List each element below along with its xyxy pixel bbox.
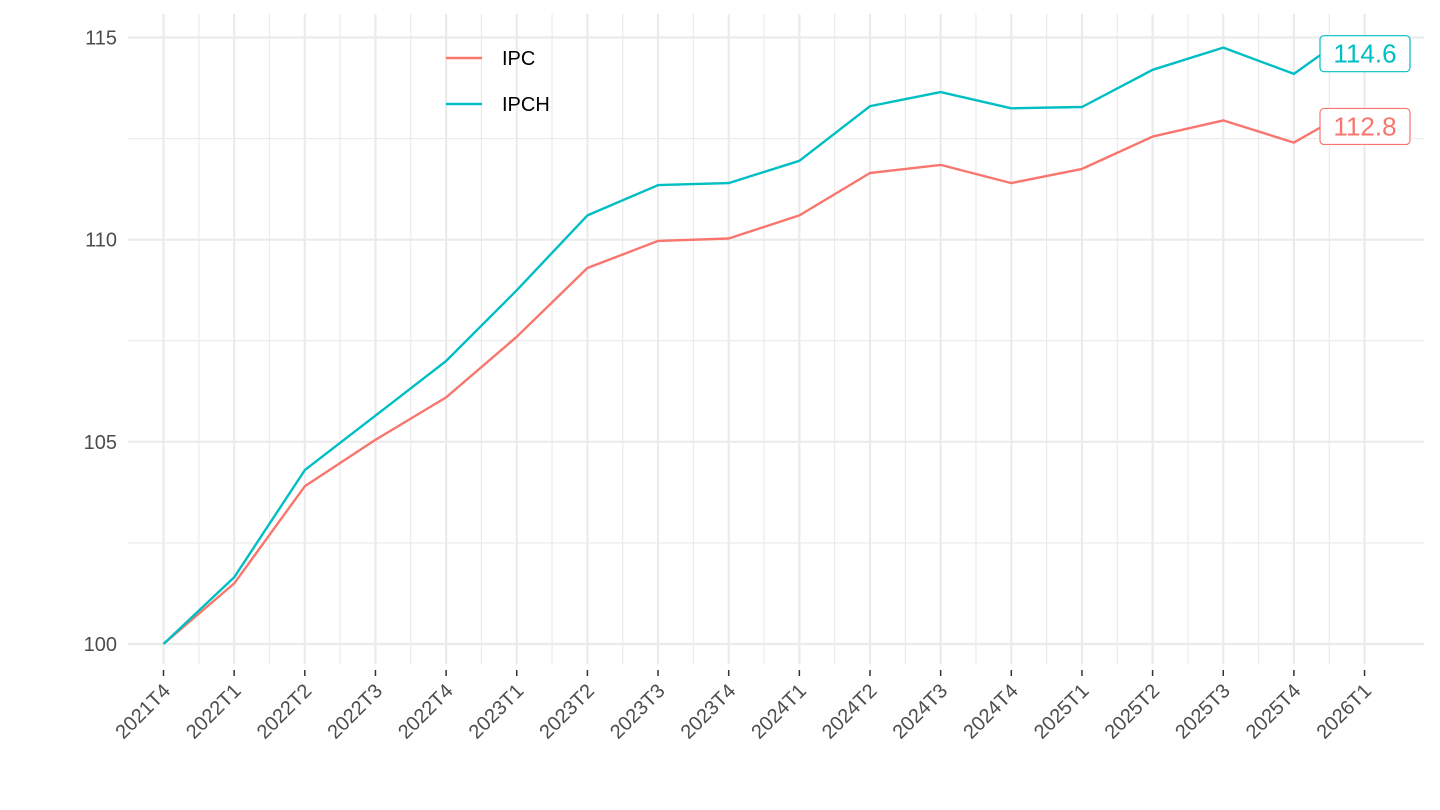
legend-label-ipc: IPC [502,48,535,70]
grid [128,14,1424,664]
y-tick-label: 105 [84,432,117,454]
x-tick-label: 2025T2 [1101,680,1165,744]
series-line-ipc [162,119,1323,645]
y-tick-label: 100 [84,634,117,656]
legend-label-ipch: IPCH [502,94,550,116]
y-tick-label: 110 [85,230,117,252]
x-tick-label: 2024T3 [889,680,953,744]
x-tick-label: 2023T2 [535,680,599,744]
x-tick-label: 2023T1 [465,680,529,744]
x-tick-label: 2023T3 [606,680,670,744]
x-tick-label: 2024T4 [959,680,1023,744]
x-tick-label: 2023T4 [677,680,741,744]
x-axis: 2021T4 2022T1 2022T2 2022T3 2022T4 2023T1 2023… [112,670,1377,744]
y-axis: 100 105 110 115 [84,28,117,657]
end-label-ipch: 114.6 [1333,39,1396,69]
x-tick-label: 2022T1 [182,680,246,744]
x-tick-label: 2025T1 [1030,680,1094,744]
legend: IPC IPCH [446,48,550,116]
end-labels: 112.8 114.6 [1319,35,1411,146]
x-tick-label: 2022T3 [323,680,387,744]
end-label-box-ipc [1319,107,1411,146]
x-tick-label: 2024T2 [818,680,882,744]
x-tick-label: 2024T1 [747,680,811,744]
series-lines [162,46,1323,645]
x-tick-label: 2022T4 [394,680,458,744]
x-tick-label: 2025T3 [1171,680,1235,744]
y-tick-label: 115 [85,28,117,50]
x-tick-label: 2021T4 [112,680,176,744]
x-tick-label: 2022T2 [253,680,317,744]
x-tick-label: 2025T4 [1242,680,1306,744]
x-tick-label: 2026T1 [1313,680,1377,744]
end-label-ipc: 112.8 [1333,111,1396,141]
series-line-ipch [162,46,1323,645]
end-label-box-ipch [1319,35,1411,73]
